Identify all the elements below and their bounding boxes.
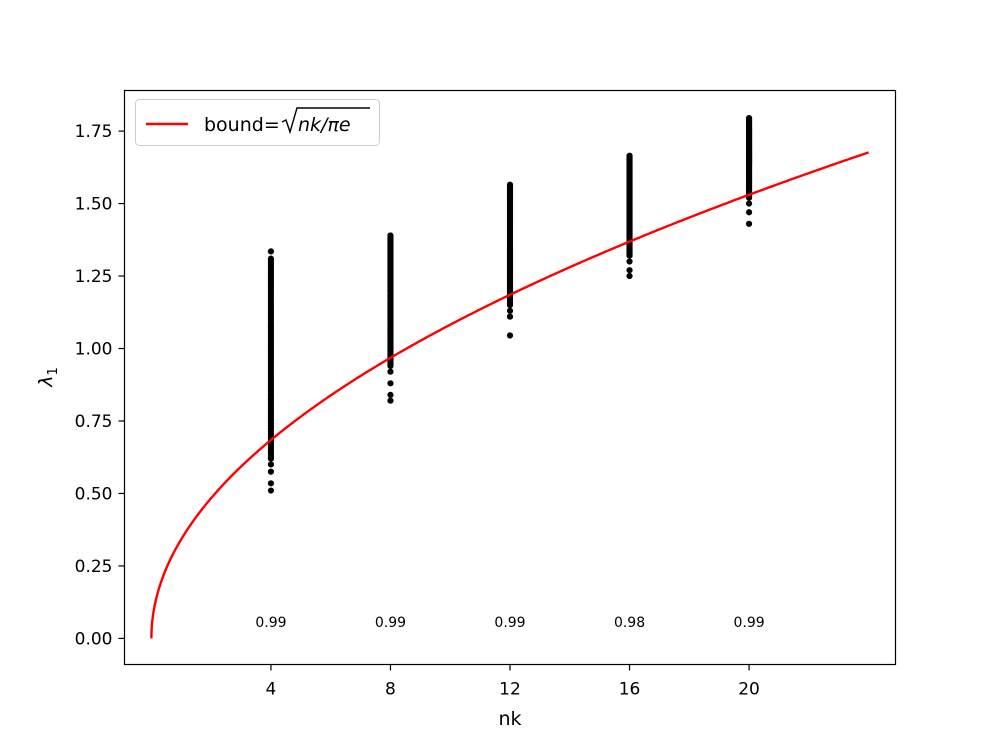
scatter-point-outlier: [506, 313, 514, 320]
scatter-series-nk-4: [267, 248, 275, 494]
scatter-series-nk-12: [506, 181, 514, 339]
scatter-point: [626, 152, 633, 159]
y-tick-label: 1.00: [75, 340, 113, 360]
x-tick-label: 20: [738, 680, 760, 700]
y-tick-label: 0.75: [75, 412, 113, 432]
x-tick-label: 8: [385, 680, 396, 700]
x-axis-ticks: 4 8 12 16 20: [266, 664, 760, 700]
scatter-point-outlier: [626, 267, 633, 274]
y-tick-label: 1.50: [75, 195, 113, 215]
legend: bound= nk/πe: [135, 99, 380, 146]
scatter-series-nk-8: [387, 232, 394, 404]
annotations: 0.99 0.99 0.99 0.98 0.99: [255, 615, 764, 631]
scatter-point-outlier: [745, 209, 753, 216]
annotation-label: 0.99: [255, 615, 286, 631]
y-axis-label-subscript: 1: [46, 367, 61, 375]
scatter-point: [745, 114, 753, 122]
annotation-label: 0.99: [733, 615, 764, 631]
scatter-point-outlier: [626, 258, 633, 265]
annotation-label: 0.98: [614, 615, 645, 631]
scatter-point-outlier: [506, 332, 514, 339]
legend-label-prefix: bound=: [204, 114, 280, 136]
y-tick-label: 0.25: [75, 557, 113, 577]
annotation-label: 0.99: [375, 615, 406, 631]
x-tick-label: 16: [619, 680, 641, 700]
bound-curve-line: [150, 151, 869, 639]
scatter-point-outlier: [745, 220, 753, 227]
scatter-series-nk-16: [626, 152, 633, 280]
y-tick-label: 1.75: [75, 122, 113, 142]
scatter-point-outlier: [626, 272, 633, 280]
scatter-point: [387, 232, 394, 239]
y-tick-label: 1.25: [75, 267, 113, 287]
scatter-point-outlier: [387, 368, 394, 375]
scatter-point: [506, 181, 514, 188]
legend-sqrt-sign: [281, 107, 370, 135]
scatter-point-outlier: [387, 397, 394, 404]
scatter-series-nk-20: [745, 114, 753, 227]
chart-marks: [150, 114, 869, 639]
x-tick-label: 12: [499, 680, 521, 700]
x-axis-label: nk: [498, 708, 521, 730]
y-axis-label-base: λ: [35, 376, 57, 388]
y-axis-ticks: 0.00 0.25 0.50 0.75 1.00 1.25 1.50 1.75: [75, 122, 125, 649]
scatter-point-outlier: [267, 461, 275, 468]
scatter-point-outlier: [267, 468, 275, 475]
scatter-point-outlier: [267, 480, 275, 487]
legend-label-math: nk/πe: [298, 114, 351, 136]
y-tick-label: 0.00: [75, 629, 113, 649]
scatter-point-outlier: [267, 255, 275, 262]
scatter-point-outlier: [506, 307, 514, 314]
scatter-point-outlier: [745, 200, 753, 207]
scatter-point-outlier: [387, 380, 394, 387]
scatter-point-outlier: [267, 487, 275, 494]
scatter-point-outlier: [267, 248, 275, 255]
scatter-point-outlier: [387, 391, 394, 398]
annotation-label: 0.99: [494, 615, 525, 631]
legend-label-bound: bound=: [204, 114, 280, 136]
legend-box: [135, 99, 380, 146]
y-axis-label: λ1: [35, 367, 61, 388]
x-tick-label: 4: [266, 680, 277, 700]
y-tick-label: 0.50: [75, 484, 113, 504]
